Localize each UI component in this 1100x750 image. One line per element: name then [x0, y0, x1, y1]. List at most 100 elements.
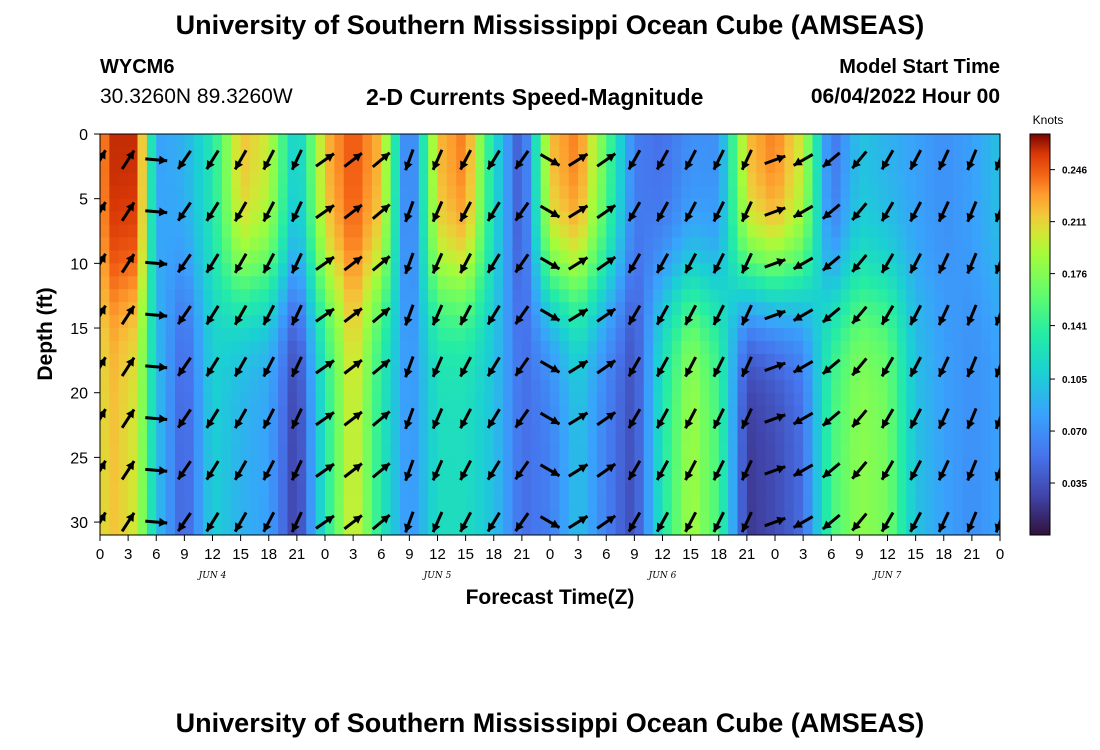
heat-cell — [128, 418, 139, 433]
heat-cell — [775, 211, 785, 226]
heat-cell — [268, 315, 279, 329]
heat-cell — [409, 211, 420, 226]
heat-cell — [193, 444, 204, 458]
heat-cell — [334, 134, 345, 148]
current-arrow — [176, 201, 192, 222]
heat-cell — [240, 289, 251, 303]
heat-cell — [334, 457, 345, 471]
heat-cell — [456, 379, 467, 394]
heat-cell — [381, 172, 392, 187]
heat-cell — [109, 276, 120, 290]
heat-cell — [137, 315, 148, 329]
heat-cell — [587, 172, 598, 187]
heat-cell — [128, 522, 139, 535]
heat-cell — [531, 198, 542, 213]
heat-cell — [690, 302, 701, 316]
heat-cell — [681, 340, 692, 355]
heat-cell — [446, 237, 457, 252]
heat-cell — [456, 328, 467, 342]
heat-cell — [521, 276, 532, 290]
heat-cell — [568, 263, 579, 277]
heat-cell — [409, 237, 420, 252]
heat-cell — [446, 328, 457, 342]
heat-cell — [850, 379, 860, 394]
heat-cell — [278, 418, 289, 433]
heat-cell — [446, 263, 457, 277]
heat-cell — [840, 509, 851, 523]
heat-cell — [925, 159, 935, 174]
heat-cell — [784, 470, 795, 484]
heat-cell — [671, 418, 682, 433]
heat-cell — [718, 134, 729, 148]
heat-cell — [456, 172, 467, 187]
heat-cell — [568, 457, 579, 471]
heat-cell — [512, 198, 523, 213]
heat-cell — [971, 431, 982, 446]
heat-cell — [353, 250, 364, 264]
heat-cell — [596, 159, 607, 174]
heat-cell — [315, 470, 326, 484]
heat-cell — [390, 328, 401, 342]
heat-cell — [446, 405, 457, 420]
heat-cell — [896, 366, 907, 381]
heat-cell — [990, 379, 1000, 394]
heat-cell — [831, 457, 842, 471]
heat-cell — [990, 250, 1000, 264]
heat-cell — [334, 276, 345, 290]
heat-cell — [718, 185, 729, 200]
heat-cell — [334, 250, 345, 264]
heat-cell — [437, 134, 448, 148]
heat-cell — [165, 224, 176, 239]
heat-cell — [325, 289, 335, 303]
heat-cell — [868, 470, 879, 484]
heat-cell — [681, 237, 692, 252]
heat-cell — [381, 211, 392, 226]
heat-cell — [803, 198, 814, 213]
heat-cell — [550, 353, 560, 368]
heat-cell — [268, 483, 279, 497]
heat-cell — [540, 328, 551, 342]
heat-cell — [681, 509, 692, 523]
heat-cell — [850, 457, 860, 471]
heat-cell — [390, 302, 401, 316]
heat-cell — [287, 250, 298, 264]
heat-cell — [934, 340, 945, 355]
current-arrow — [145, 310, 168, 320]
current-arrow — [514, 150, 530, 170]
heat-cell — [287, 289, 298, 303]
heat-cell — [615, 431, 626, 446]
heat-cell — [718, 289, 729, 303]
heat-cell — [559, 198, 570, 213]
heat-cell — [746, 328, 757, 342]
heat-cell — [503, 392, 514, 407]
heat-cell — [418, 444, 429, 458]
heat-cell — [756, 340, 767, 355]
heat-cell — [700, 172, 710, 187]
heat-cell — [296, 250, 307, 264]
heat-cell — [831, 289, 842, 303]
heat-cell — [343, 263, 354, 277]
heat-cell — [531, 224, 542, 239]
heat-cell — [981, 159, 992, 174]
heat-cell — [578, 470, 589, 484]
heat-cell — [971, 159, 982, 174]
heat-cell — [203, 224, 214, 239]
heat-cell — [831, 483, 842, 497]
heat-cell — [878, 340, 889, 355]
heat-cell — [334, 185, 345, 200]
heat-cell — [643, 470, 654, 484]
heat-cell — [906, 302, 917, 316]
current-arrow — [880, 253, 895, 274]
heat-cell — [400, 470, 410, 484]
heat-cell — [812, 276, 823, 290]
heat-cell — [925, 457, 935, 471]
heat-cell — [653, 289, 664, 303]
heat-cell — [728, 237, 739, 252]
heat-cell — [821, 250, 832, 264]
current-arrow — [655, 252, 670, 274]
heat-cell — [615, 457, 626, 471]
heat-cell — [100, 418, 110, 433]
heat-cell — [840, 315, 851, 329]
heat-cell — [756, 457, 767, 471]
heat-cell — [671, 185, 682, 200]
